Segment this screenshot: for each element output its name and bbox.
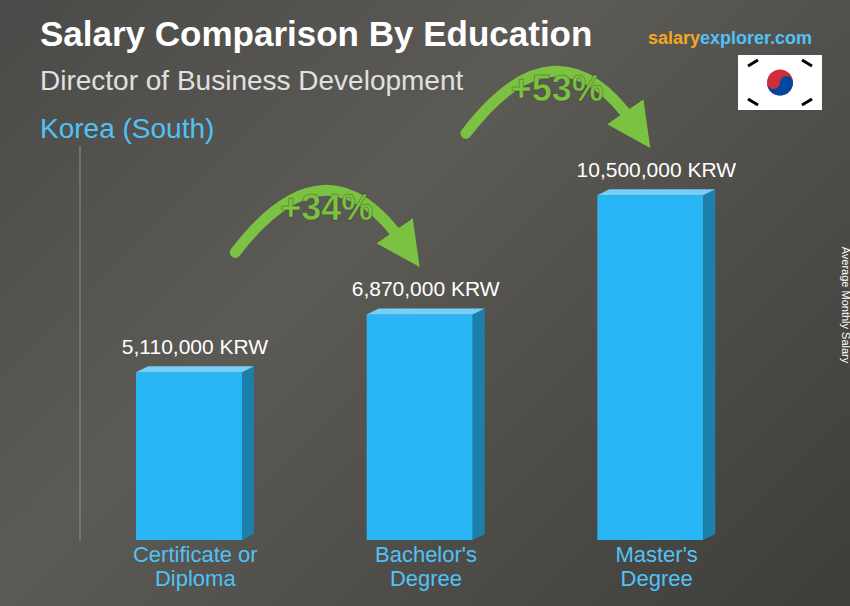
- svg-text:salaryexplorer.com: salaryexplorer.com: [648, 28, 812, 48]
- svg-text:+53%: +53%: [511, 68, 604, 109]
- svg-text:+34%: +34%: [280, 187, 373, 228]
- svg-text:Salary Comparison By Education: Salary Comparison By Education: [40, 14, 592, 53]
- svg-text:Director of Business Developme: Director of Business Development: [40, 65, 464, 96]
- svg-text:10,500,000 KRW: 10,500,000 KRW: [577, 158, 737, 181]
- svg-text:Korea (South): Korea (South): [40, 113, 214, 144]
- svg-text:Certificate orDiploma: Certificate orDiploma: [133, 542, 258, 591]
- svg-text:Master'sDegree: Master'sDegree: [615, 542, 697, 591]
- svg-text:6,870,000 KRW: 6,870,000 KRW: [352, 277, 500, 300]
- svg-text:Average Monthly Salary: Average Monthly Salary: [840, 247, 842, 364]
- svg-text:5,110,000 KRW: 5,110,000 KRW: [122, 335, 268, 358]
- svg-text:Bachelor'sDegree: Bachelor'sDegree: [375, 542, 477, 591]
